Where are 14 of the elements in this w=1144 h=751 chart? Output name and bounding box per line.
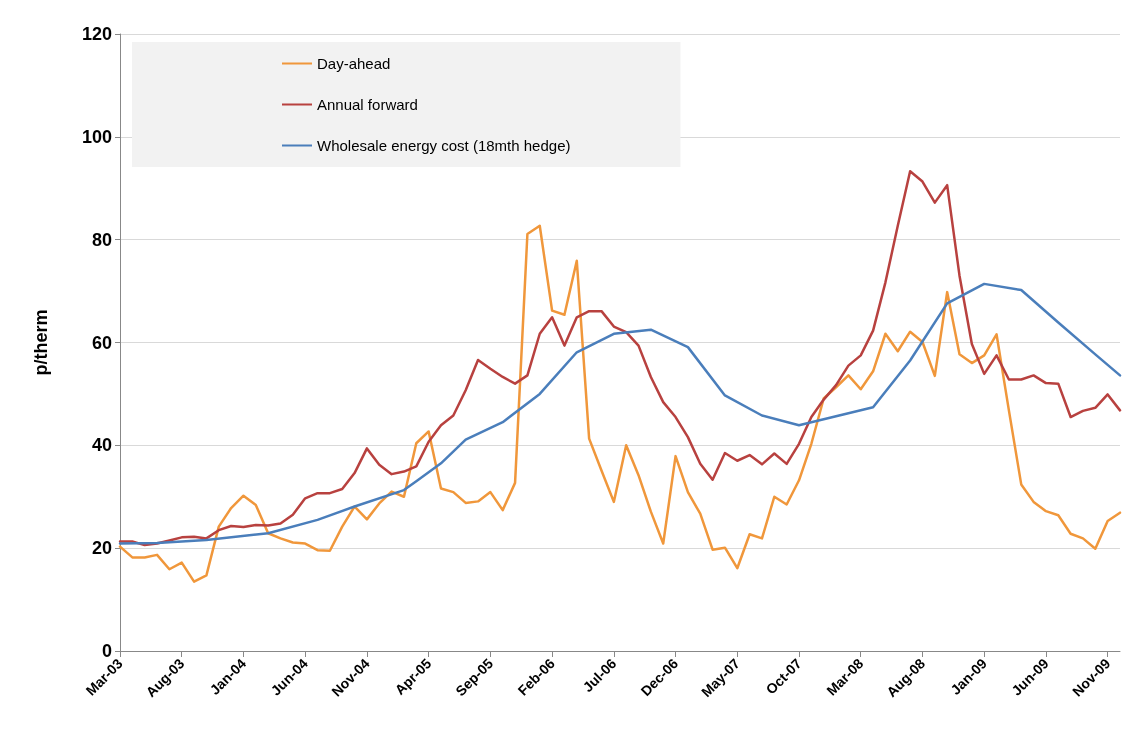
y-tick-label: 0 <box>101 641 112 661</box>
y-tick-label: 100 <box>81 126 112 147</box>
y-tick-label: 20 <box>91 538 112 559</box>
y-tick-label: 60 <box>91 332 112 353</box>
y-axis-title: p/therm <box>31 309 51 376</box>
legend-label: Annual forward <box>317 96 418 113</box>
legend-label: Day-ahead <box>317 55 391 72</box>
legend-label: Wholesale energy cost (18mth hedge) <box>317 137 571 154</box>
line-series <box>118 170 1122 547</box>
line-series <box>118 282 1122 545</box>
y-tick-label: 120 <box>81 24 112 44</box>
y-tick-label: 80 <box>91 229 112 250</box>
y-tick-label: 40 <box>91 435 112 456</box>
line-series <box>118 224 1122 583</box>
